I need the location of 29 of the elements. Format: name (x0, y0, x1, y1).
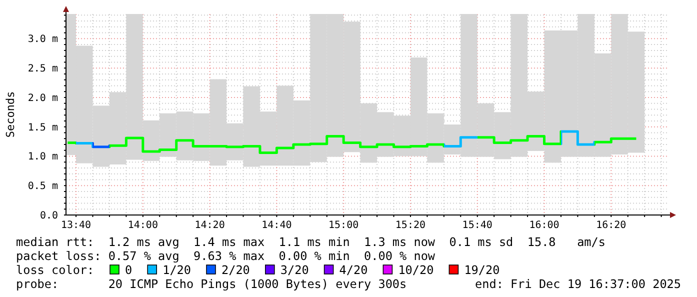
legend-label: 2/20 (222, 263, 250, 277)
x-tick-label: 15:20 (395, 220, 426, 231)
x-tick-label: 15:40 (462, 220, 492, 231)
legend-label: 3/20 (280, 263, 309, 277)
x-tick-label: 13:40 (60, 220, 92, 231)
y-tick-label: 0.0 (40, 210, 58, 222)
y-tick-label: 2.5 m (28, 64, 58, 75)
text: probe: 20 ICMP Echo Pings (1000 Bytes) every 300s (16, 277, 407, 291)
y-tick-label: 3.0 m (28, 34, 58, 46)
y-tick-label: 1.0 m (28, 152, 58, 163)
legend-label: 0 (125, 263, 132, 277)
y-tick-label: 2.0 m (28, 92, 58, 104)
y-axis-title: Seconds (4, 91, 17, 138)
x-tick-label: 14:40 (262, 220, 292, 231)
x-tick-label: 14:20 (194, 220, 225, 231)
legend-label: 4/20 (339, 263, 368, 277)
y-tick-label: 0.5 m (28, 181, 58, 192)
text: end: Fri Dec 19 16:37:00 2025 (475, 277, 681, 291)
text: median rtt: 1.2 ms avg 1.4 ms max 1.1 ms min 1.3 ms now 0.1 ms sd 15.8 am/s (16, 235, 606, 249)
y-tick-label: 1.5 m (28, 122, 58, 134)
x-tick-label: 16:20 (596, 220, 626, 231)
legend-label: 1/20 (162, 263, 192, 277)
x-tick-label: 15:00 (328, 220, 359, 231)
legend-label: 10/20 (398, 263, 434, 277)
x-tick-label: 14:00 (128, 220, 158, 231)
text: packet loss: 0.57 % avg 9.63 % max 0.00 % min 0.00 % now (16, 249, 436, 263)
legend-title: loss color: (16, 263, 94, 277)
x-tick-label: 16:00 (529, 220, 560, 231)
legend-label: 19/20 (464, 263, 500, 277)
